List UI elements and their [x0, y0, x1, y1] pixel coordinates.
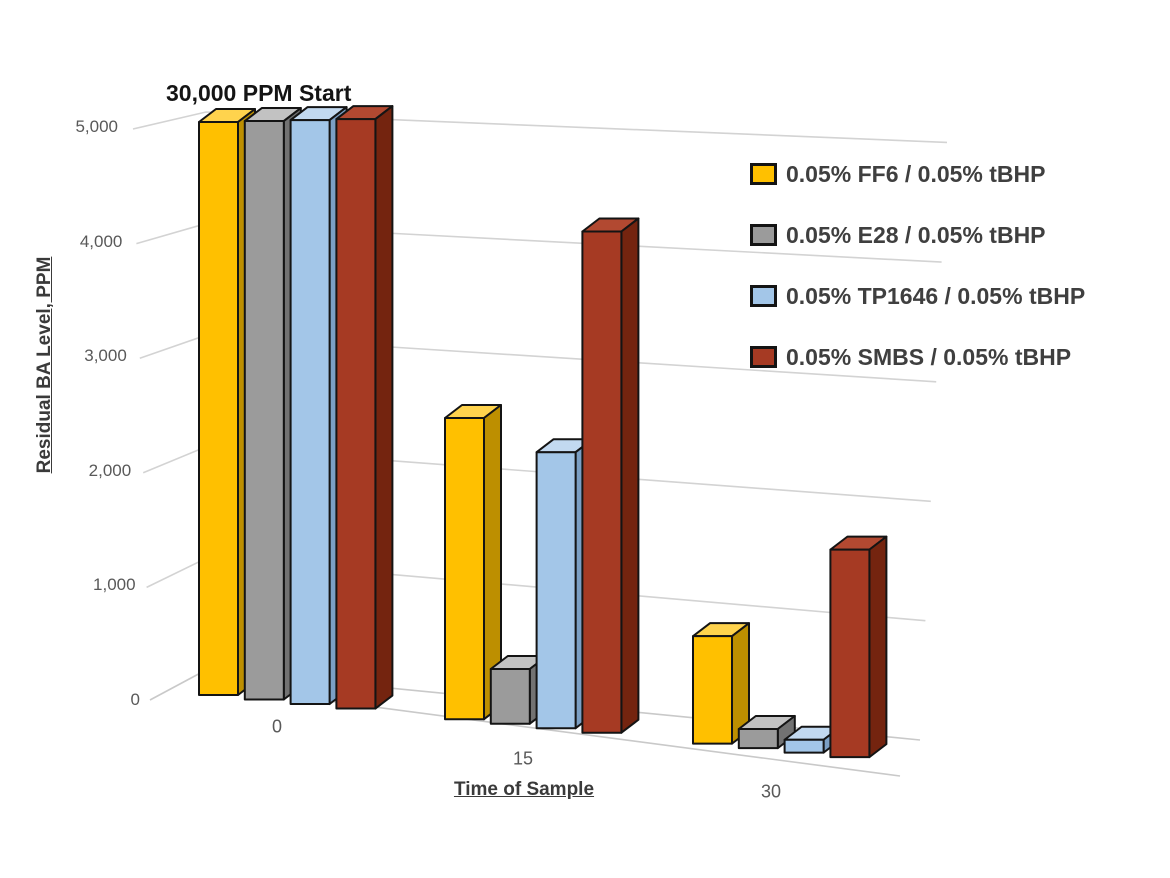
legend-swatch-icon	[750, 224, 777, 246]
x-axis-title: Time of Sample	[453, 779, 595, 800]
y-tick-1,000: 1,000	[93, 575, 136, 595]
bar-s2-c0	[289, 119, 331, 706]
legend-label: 0.05% FF6 / 0.05% tBHP	[786, 160, 1046, 187]
legend-label: 0.05% E28 / 0.05% tBHP	[786, 221, 1046, 248]
y-tick-2,000: 2,000	[88, 460, 132, 480]
chart-annotation-start-level: 30,000 PPM Start	[166, 80, 352, 106]
legend-swatch-icon	[750, 285, 777, 307]
x-category-0: 0	[271, 716, 283, 737]
y-tick-0: 0	[130, 690, 140, 709]
y-axis-title: Residual BA Level, PPM	[34, 256, 55, 474]
legend-item-3: 0.05% SMBS / 0.05% tBHP	[750, 343, 1085, 371]
bar-s0-c0	[198, 121, 239, 696]
bar-s0-c1	[444, 417, 485, 721]
legend-item-1: 0.05% E28 / 0.05% tBHP	[750, 221, 1085, 249]
legend-item-2: 0.05% TP1646 / 0.05% tBHP	[750, 282, 1085, 310]
bar-s1-c1	[489, 668, 531, 725]
legend-swatch-icon	[750, 163, 777, 185]
bar-s2-c1	[535, 451, 577, 730]
legend-label: 0.05% SMBS / 0.05% tBHP	[786, 343, 1072, 370]
bar-s0-c2	[692, 635, 733, 745]
gridline-5000	[132, 111, 948, 144]
bar-s3-c1	[581, 230, 623, 734]
bar-s2-c2	[783, 738, 825, 754]
legend-label: 0.05% TP1646 / 0.05% tBHP	[786, 282, 1086, 309]
bar-side-s3-c0	[374, 105, 394, 710]
legend-item-0: 0.05% FF6 / 0.05% tBHP	[750, 160, 1085, 188]
bar-s3-c2	[829, 548, 871, 759]
bar-s1-c2	[737, 727, 779, 750]
bar-side-s3-c1	[620, 217, 640, 734]
x-category-30: 30	[760, 781, 782, 802]
bar-side-s3-c2	[868, 535, 888, 759]
y-tick-4,000: 4,000	[79, 231, 123, 251]
y-tick-5,000: 5,000	[75, 117, 118, 136]
x-category-15: 15	[512, 748, 534, 769]
y-tick-3,000: 3,000	[84, 346, 127, 366]
bar-s3-c0	[335, 118, 377, 710]
bar-s1-c0	[243, 120, 285, 701]
legend: 0.05% FF6 / 0.05% tBHP 0.05% E28 / 0.05% …	[750, 160, 1085, 404]
legend-swatch-icon	[750, 346, 777, 368]
